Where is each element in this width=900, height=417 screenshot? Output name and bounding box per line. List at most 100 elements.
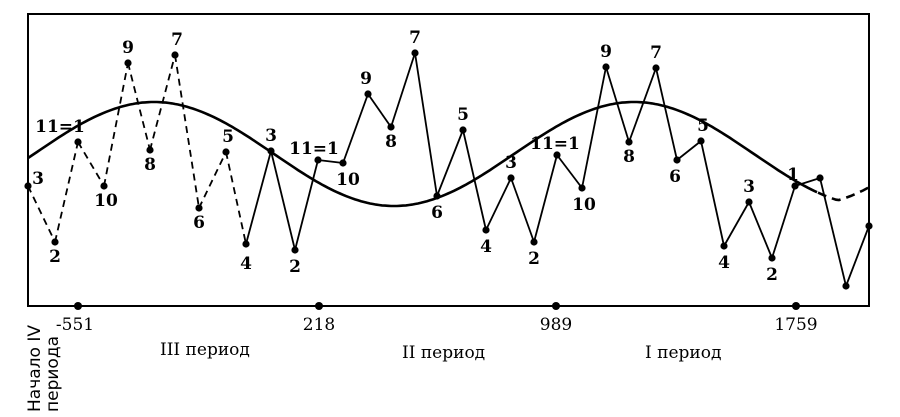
series-segment [605,66,630,143]
series-point [507,174,515,182]
x-tick-mark [792,302,800,310]
series-point [578,184,586,192]
series-point [267,147,275,155]
series-segment [294,159,319,251]
series-line [27,52,870,287]
series-segment [27,185,56,243]
series-point [602,63,610,71]
point-label: 5 [697,116,709,136]
series-segment [485,177,512,231]
series-point [100,182,108,190]
series-point [720,242,728,250]
series-point [842,282,850,290]
series-point [791,182,799,190]
series-segment [103,62,129,187]
series-segment [845,225,870,287]
point-label: 3 [743,177,755,197]
series-segment [174,54,200,209]
point-label: 10 [336,170,360,190]
series-point [816,174,824,182]
series-point [652,64,660,72]
point-label: 9 [360,69,372,89]
series-point [195,204,203,212]
point-label: 3 [505,153,517,173]
point-label: 8 [144,155,156,175]
series-point [768,254,776,262]
series-segment [414,52,438,197]
point-labels: 3 2 11=1 10 9 8 7 6 5 4 3 2 11=1 10 9 8 7 6 5 4 3 2 11=1 10 9 8 7 6… [32,28,799,285]
point-label: 7 [171,30,183,50]
series-point [222,148,230,156]
point-label: 11=1 [530,134,580,154]
x-tick-mark [74,302,82,310]
series-segment [655,67,678,161]
point-label: 3 [32,169,44,189]
series-segment [54,141,79,243]
series-segment [245,150,272,245]
series-segment [198,151,227,209]
series-point [364,90,372,98]
series-segment [317,159,344,164]
point-label: 6 [193,213,205,233]
series-point [433,192,441,200]
series-point [146,146,154,154]
series-point [459,126,467,134]
series-segment [748,201,773,259]
series-point [673,156,681,164]
series-segment [771,185,796,259]
series-segment [436,129,464,197]
point-label: 2 [289,257,301,277]
series-point [24,182,32,190]
series-segment [556,154,583,189]
series-point [339,159,347,167]
point-label: 9 [600,42,612,62]
point-label: 7 [409,28,421,48]
x-tick-label: 218 [303,315,335,335]
start-label: Начало IV периода [25,325,63,412]
point-label: 11=1 [35,117,85,137]
series-segment [225,151,247,245]
series-point [411,49,419,57]
series-point [314,156,322,164]
point-label: 2 [766,265,778,285]
series-point [745,198,753,206]
period-label-3: III период [160,340,250,360]
point-label: 4 [718,253,730,273]
series-point [625,138,633,146]
series-segment [676,140,702,161]
chart-frame [27,13,870,307]
series-point [865,222,873,230]
series-point [124,59,132,67]
series-point [74,138,82,146]
series-segment [510,177,535,243]
series-point [171,51,179,59]
series-segment [127,62,151,151]
period-label-2: II период [402,343,485,363]
x-tick-label: 989 [540,315,572,335]
series-segment [819,177,847,287]
series-point [242,240,250,248]
series-segment [462,129,487,231]
start-label-line-1: Начало IV [25,325,45,412]
point-label: 5 [222,127,234,147]
start-label-line-2: периода [43,336,63,412]
point-label: 4 [240,254,252,274]
series-segment [270,150,296,251]
series-segment [149,54,176,151]
point-label: 6 [431,203,443,223]
series-segment [628,67,657,143]
series-points [24,49,873,290]
series-segment [794,177,821,187]
point-label: 5 [457,105,469,125]
point-label: 1 [787,165,799,185]
series-segment [390,52,416,128]
series-point [387,123,395,131]
series-point [553,151,561,159]
point-label: 3 [265,126,277,146]
series-point [697,137,705,145]
period-label-1: I период [645,343,721,363]
series-segment [723,201,750,247]
point-label: 2 [49,247,61,267]
series-point [530,238,538,246]
